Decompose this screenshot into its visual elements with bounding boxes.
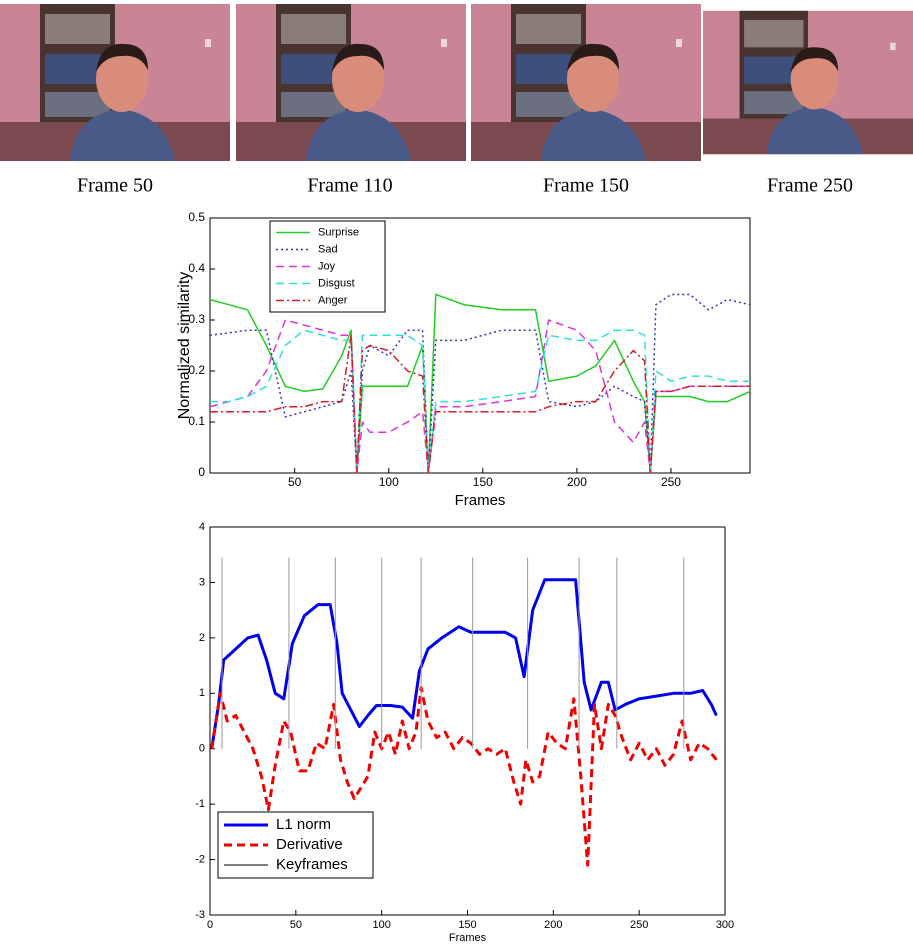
x-tick-label: 250 [630,919,648,931]
photo [236,4,466,161]
photo [0,4,230,161]
y-tick-label: 0.1 [188,414,205,428]
y-tick-label: 0.3 [188,312,205,326]
legend-label: Keyframes [276,856,348,873]
y-tick-label: -2 [195,853,205,865]
y-axis-label: Normalized similarity [176,272,193,420]
x-tick-label: 150 [473,475,493,489]
legend-label: Derivative [276,836,343,853]
series-line [210,686,718,867]
photo [703,10,913,155]
y-tick-label: 1 [199,687,205,699]
legend-label: Anger [318,294,348,306]
x-tick-label: 200 [544,919,562,931]
y-tick-label: -3 [195,909,205,921]
y-tick-label: 0.2 [188,363,205,377]
x-tick-label: 250 [661,475,681,489]
y-tick-label: 4 [199,521,205,533]
legend-label: L1 norm [276,816,331,833]
legend-label: Surprise [318,226,359,238]
caption: Frame 250 [767,175,853,197]
y-tick-label: 0 [198,465,205,479]
caption: Frame 110 [307,175,392,197]
legend-label: Joy [318,260,336,272]
plot-frame [209,526,726,916]
x-tick-label: 100 [372,919,390,931]
x-tick-label: 300 [716,919,734,931]
legend-label: Disgust [318,277,355,289]
x-axis-label: Frames [449,932,487,943]
legend-label: Sad [318,243,338,255]
x-tick-label: 50 [290,919,302,931]
caption: Frame 150 [543,175,629,197]
series-line [210,334,750,474]
y-tick-label: -1 [195,798,205,810]
photo [471,4,701,161]
x-tick-label: 100 [379,475,399,489]
x-axis-label: Frames [455,492,506,509]
x-tick-label: 200 [567,475,587,489]
y-tick-label: 0.5 [188,210,205,224]
y-tick-label: 3 [199,576,205,588]
series-line [209,293,751,474]
series-line [210,329,750,474]
x-tick-label: 50 [288,475,302,489]
caption: Frame 50 [77,175,153,197]
x-tick-label: 0 [207,919,213,931]
y-tick-label: 0.4 [188,261,205,275]
y-tick-label: 2 [199,632,205,644]
y-tick-label: 0 [199,743,205,755]
x-tick-label: 150 [458,919,476,931]
